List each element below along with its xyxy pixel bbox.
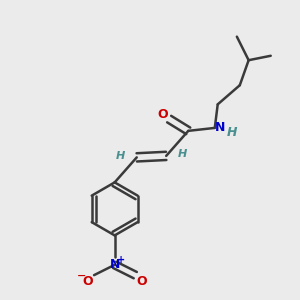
Text: H: H [178, 149, 187, 159]
Text: O: O [83, 274, 94, 287]
Text: −: − [77, 271, 86, 281]
Text: H: H [116, 151, 125, 161]
Text: +: + [117, 255, 125, 266]
Text: O: O [157, 108, 168, 121]
Text: O: O [136, 274, 147, 287]
Text: N: N [110, 258, 120, 271]
Text: N: N [215, 121, 225, 134]
Text: H: H [226, 126, 237, 139]
